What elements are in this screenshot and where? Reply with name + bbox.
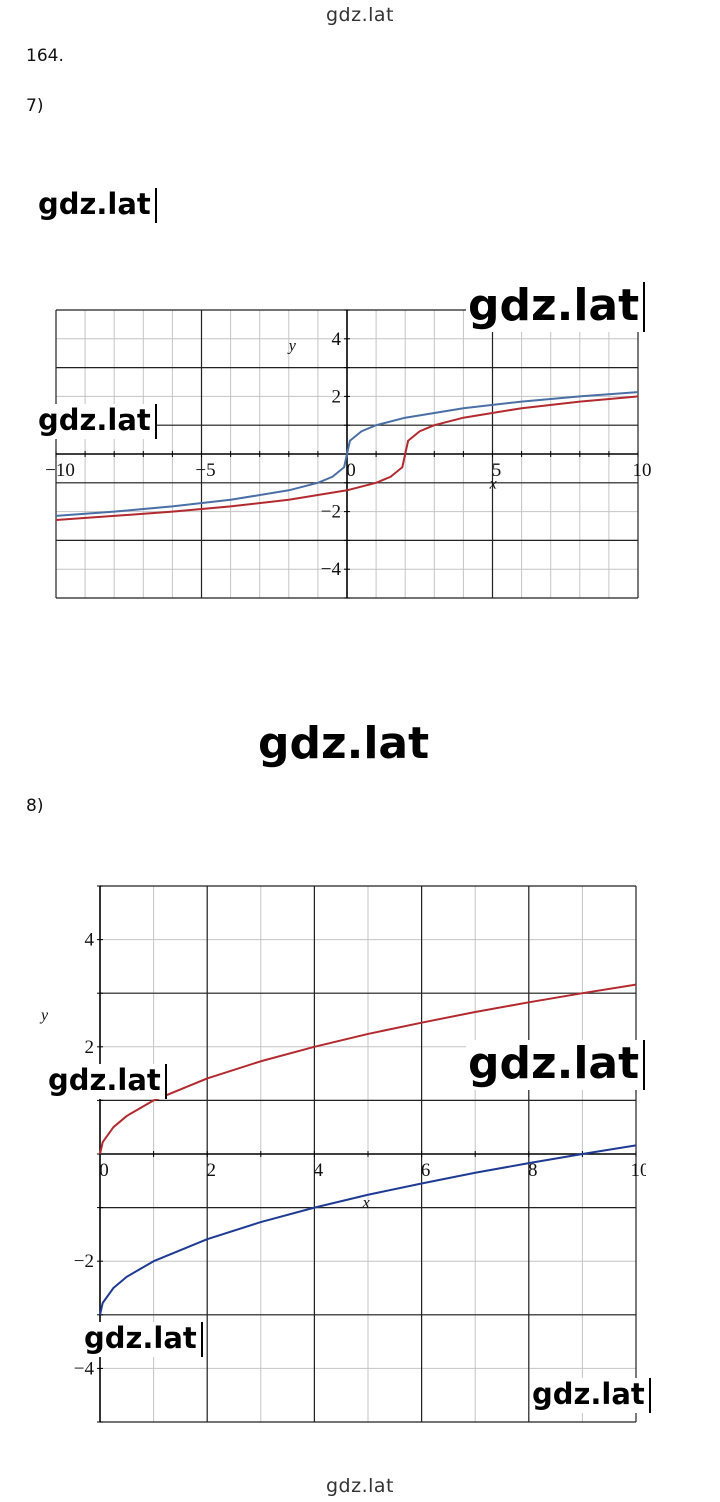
x-tick-label: 0 [99,1160,109,1181]
chart-8-labels: 0 2 4 6 8 10 4 2 −2 −4 x y [39,930,646,1380]
y-axis-label: y [287,337,297,354]
x-tick-label: 10 [633,460,652,481]
watermark: gdz.lat [36,188,157,223]
site-header[interactable]: gdz.lat [325,4,394,26]
x-tick-label: 5 [492,460,502,481]
series-line-2 [55,395,639,521]
x-tick-label: 6 [421,1160,431,1181]
watermark: gdz.lat [466,282,646,332]
part-7-label: 7) [26,96,44,116]
x-axis-label: x [362,1195,370,1212]
y-axis-label: y [39,1007,49,1024]
x-axis-label: x [489,476,497,493]
task-number: 164. [26,46,64,66]
y-tick-label: −2 [321,502,341,523]
watermark: gdz.lat [36,404,157,439]
y-tick-label: −4 [321,559,342,580]
chart-7-series [55,391,639,521]
y-tick-label: 4 [332,329,342,350]
x-tick-label: −10 [45,460,75,481]
x-tick-label: 8 [528,1160,538,1181]
part-8-label: 8) [26,796,44,816]
watermark: gdz.lat [46,1064,167,1099]
chart-8-series [99,983,637,1316]
watermark: gdz.lat [530,1378,651,1413]
x-tick-label: 0 [346,460,356,481]
x-tick-label: 10 [631,1160,647,1181]
x-tick-label: 4 [314,1160,324,1181]
y-tick-label: −4 [74,1358,95,1379]
series-line-1 [99,983,637,1155]
y-tick-label: −2 [74,1251,94,1272]
y-tick-label: 2 [85,1037,95,1058]
x-tick-label: 2 [206,1160,216,1181]
chart-8: 0 2 4 6 8 10 4 2 −2 −4 x y [39,885,646,1423]
watermark: gdz.lat [82,1322,203,1357]
watermark: gdz.lat [466,1040,646,1090]
series-line-1 [55,391,639,517]
site-footer[interactable]: gdz.lat [325,1475,394,1497]
series-line-2 [99,1144,637,1316]
chart-7: −10 −5 0 5 10 4 2 −2 −4 x y [45,309,652,599]
y-tick-label: 2 [332,386,342,407]
x-tick-label: −5 [195,460,215,481]
y-tick-label: 4 [85,930,95,951]
chart-7-labels: −10 −5 0 5 10 4 2 −2 −4 x y [45,329,651,580]
watermark: gdz.lat [258,718,430,769]
